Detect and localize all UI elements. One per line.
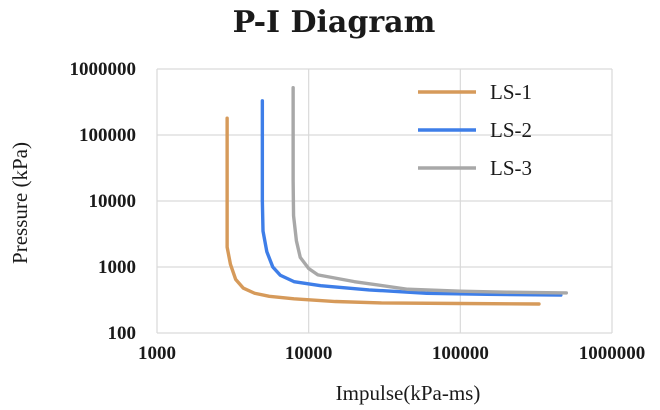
x-tick-label: 1000 xyxy=(138,343,176,364)
series-line-ls-2 xyxy=(260,99,563,297)
series-line-ls-1 xyxy=(225,116,541,306)
y-axis-label: Pressure (kPa) xyxy=(8,142,32,264)
x-tick-label: 10000 xyxy=(285,343,333,364)
x-tick-label: 1000000 xyxy=(579,343,646,364)
legend-label-ls-3: LS-3 xyxy=(490,156,532,180)
tick-labels: 1000 10000 100000 1000000100100010000100000… xyxy=(70,59,646,364)
legend: LS-1 LS-2 LS-3 xyxy=(418,80,532,180)
x-tick-label: 100000 xyxy=(432,343,489,364)
x-axis-label: Impulse(kPa-ms) xyxy=(336,381,481,405)
y-tick-label: 1000000 xyxy=(70,59,137,80)
y-tick-label: 100000 xyxy=(79,125,136,146)
legend-label-ls-2: LS-2 xyxy=(490,118,532,142)
series-layer xyxy=(225,86,569,306)
y-tick-label: 1000 xyxy=(98,257,136,278)
chart-title: P-I Diagram xyxy=(233,5,436,40)
legend-label-ls-1: LS-1 xyxy=(490,80,532,104)
y-tick-label: 100 xyxy=(108,323,137,344)
series-line-ls-3 xyxy=(291,86,569,295)
y-tick-label: 10000 xyxy=(89,191,137,212)
